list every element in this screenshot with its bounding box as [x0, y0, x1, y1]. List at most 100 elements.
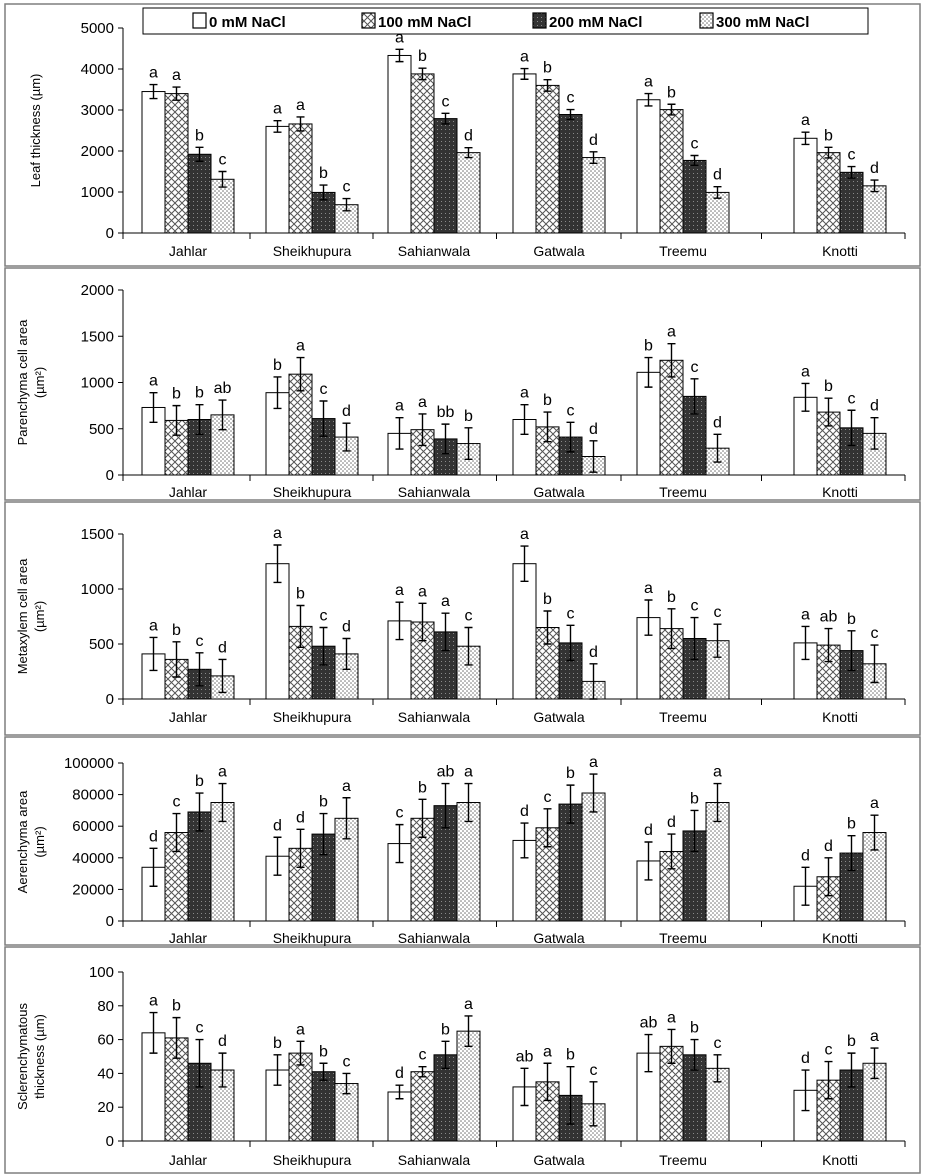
- error-bar: [464, 626, 473, 666]
- significance-letter: d: [713, 167, 722, 184]
- error-bar: [195, 404, 204, 435]
- significance-letter: b: [667, 84, 676, 101]
- error-bar: [667, 342, 676, 378]
- legend-swatch-0mm: [192, 12, 207, 29]
- significance-letter: a: [667, 1009, 676, 1026]
- error-bar: [319, 184, 328, 201]
- y-tick-label: 40000: [72, 850, 114, 867]
- significance-letter: d: [644, 822, 653, 839]
- error-bar: [543, 411, 552, 443]
- error-bar: [296, 604, 305, 648]
- bar-group-sahianwala: ab c d: [387, 29, 481, 234]
- significance-letter: b: [172, 386, 181, 403]
- category-label: Knotti: [822, 930, 858, 946]
- bar-sheikhupura-0mm: [265, 563, 290, 700]
- error-bar: [870, 644, 879, 684]
- error-bar: [566, 108, 575, 121]
- significance-letter: c: [691, 598, 699, 615]
- significance-letter: a: [296, 97, 305, 114]
- error-bar: [441, 782, 450, 829]
- significance-letter: d: [589, 421, 598, 438]
- significance-letter: d: [273, 817, 282, 834]
- error-bar: [713, 782, 722, 823]
- significance-letter: ab: [516, 1048, 534, 1065]
- significance-letter: a: [801, 112, 810, 129]
- y-tick-label: 3000: [81, 102, 114, 119]
- y-axis-title-line: Aerenchyma area: [15, 790, 30, 893]
- y-tick-label: 1000: [81, 184, 114, 201]
- bar-group-sahianwala: a aac: [387, 582, 481, 700]
- error-bar: [801, 131, 810, 146]
- y-tick-label: 80000: [72, 787, 114, 804]
- error-bar: [218, 399, 227, 431]
- panel-frame: [4, 267, 921, 501]
- significance-letter: d: [520, 803, 529, 820]
- error-bar: [520, 1067, 529, 1107]
- error-bar: [296, 1040, 305, 1066]
- significance-letter: a: [464, 996, 473, 1013]
- error-bar: [801, 382, 810, 412]
- category-label: Sheikhupura: [273, 709, 352, 725]
- significance-letter: d: [801, 1050, 810, 1067]
- error-bar: [713, 623, 722, 658]
- significance-letter: a: [870, 1028, 879, 1045]
- significance-letter: c: [465, 608, 473, 625]
- y-tick-label: 0: [106, 225, 114, 242]
- bar-gatwala-300mm: [581, 157, 606, 234]
- error-bar: [296, 356, 305, 392]
- y-tick-label: 1000: [81, 375, 114, 392]
- significance-letter: c: [714, 604, 722, 621]
- y-tick-label: 4000: [81, 61, 114, 78]
- bar-knotti-200mm: [839, 171, 864, 234]
- y-tick-label: 2000: [81, 143, 114, 160]
- error-bar: [589, 663, 598, 700]
- error-bar: [418, 67, 427, 81]
- error-bar: [801, 625, 810, 661]
- bar-group-treemu: ba c d: [636, 324, 730, 476]
- error-bar: [218, 1052, 227, 1088]
- significance-letter: a: [342, 778, 351, 795]
- error-bar: [847, 409, 856, 447]
- significance-letter: c: [544, 789, 552, 806]
- y-tick-label: 0: [106, 913, 114, 930]
- category-label: Jahlar: [169, 243, 207, 259]
- y-axis-title-line: thickness (µm): [32, 1014, 47, 1099]
- significance-letter: a: [149, 65, 158, 82]
- significance-letter: b: [195, 127, 204, 144]
- bar-treemu-0mm: [636, 99, 661, 234]
- significance-letter: a: [644, 580, 653, 597]
- bar-group-gatwala: ab a bc: [512, 1043, 606, 1142]
- category-label: Gatwala: [533, 1152, 585, 1168]
- significance-letter: b: [644, 338, 653, 355]
- error-bar: [824, 146, 833, 159]
- category-label: Sheikhupura: [273, 484, 352, 500]
- error-bar: [273, 376, 282, 410]
- error-bar: [149, 847, 158, 887]
- y-axis-title: Metaxylem cell area (µm²): [15, 558, 47, 674]
- significance-letter: a: [149, 617, 158, 634]
- error-bar: [644, 356, 653, 388]
- significance-letter: c: [343, 1053, 351, 1070]
- error-bar: [667, 608, 676, 650]
- bar-sahianwala-100mm: [410, 1071, 435, 1142]
- error-bar: [543, 610, 552, 645]
- significance-letter: b: [824, 127, 833, 144]
- chart-panel-1: 0 1000 2000 3000 4000 5000 Leaf thickness (µm)…: [4, 3, 921, 267]
- significance-letter: b: [690, 790, 699, 807]
- error-bar: [847, 165, 856, 179]
- error-bar: [667, 833, 676, 870]
- bar-group-treemu: abc c: [636, 580, 730, 700]
- y-axis-title-line: (µm²): [32, 601, 47, 632]
- significance-letter: a: [441, 593, 450, 610]
- error-bar: [273, 119, 282, 133]
- error-bar: [824, 857, 833, 897]
- error-bar: [644, 92, 653, 107]
- legend-swatch-100mm: [361, 12, 376, 29]
- error-bar: [667, 103, 676, 116]
- bar-group-sheikhupura: ba cd: [265, 338, 359, 476]
